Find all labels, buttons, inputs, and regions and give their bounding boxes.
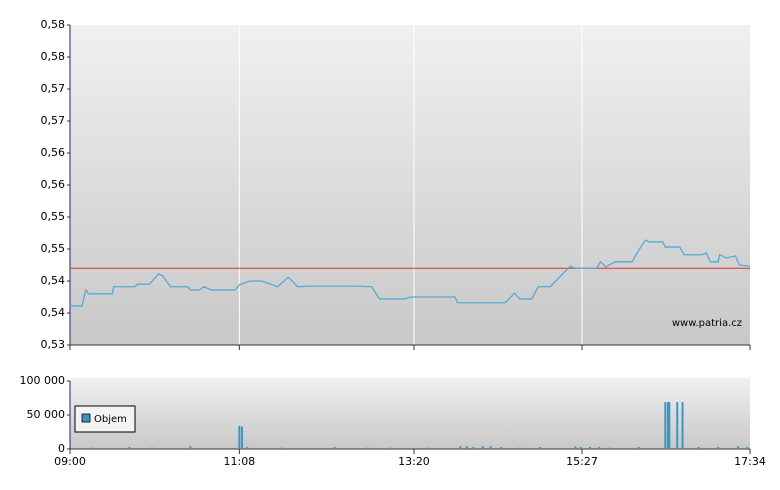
volume-bar <box>128 446 131 449</box>
y-tick-label: 0,56 <box>41 146 66 159</box>
volume-bar <box>389 447 392 449</box>
volume-bar <box>737 446 740 449</box>
volume-bar <box>500 446 503 449</box>
volume-bar <box>579 446 582 449</box>
y-tick-label: 0,53 <box>41 338 66 351</box>
y-tick-label: 0,58 <box>41 18 66 31</box>
volume-bar <box>333 446 336 449</box>
volume-bar <box>664 402 667 449</box>
volume-bar <box>697 446 700 449</box>
watermark: www.patria.cz <box>672 318 742 329</box>
y-tick-label: 0,57 <box>41 82 66 95</box>
volume-bar <box>666 402 669 449</box>
volume-bar <box>668 402 671 449</box>
volume-bar <box>717 446 720 449</box>
y-tick-label: 0,55 <box>41 210 66 223</box>
price-plot-area <box>70 25 750 345</box>
volume-bar <box>538 446 541 449</box>
y-tick-label: 0,57 <box>41 114 66 127</box>
volume-bar <box>481 446 484 449</box>
x-tick-label: 09:00 <box>54 455 86 468</box>
volume-bar <box>598 446 601 449</box>
legend-label: Objem <box>94 414 127 425</box>
x-tick-label: 15:27 <box>566 455 598 468</box>
volume-bar <box>459 446 462 449</box>
price-line <box>70 239 751 307</box>
volume-bar <box>676 402 679 449</box>
volume-bar <box>151 447 154 449</box>
volume-bar <box>189 446 192 449</box>
volume-bar <box>238 425 241 449</box>
volume-bar <box>574 446 577 449</box>
volume-bar <box>588 446 591 449</box>
volume-bar <box>426 447 429 449</box>
y-tick-label: 0,58 <box>41 50 66 63</box>
volume-bar <box>746 446 749 449</box>
volume-bar <box>366 447 369 449</box>
y-tick-label: 0,56 <box>41 178 66 191</box>
y-tick-label: 0,54 <box>41 274 66 287</box>
x-tick-label: 17:34 <box>734 455 766 468</box>
volume-bar <box>637 446 640 449</box>
volume-bar <box>518 447 521 449</box>
volume-bar <box>608 447 611 449</box>
volume-bar <box>90 447 93 449</box>
volume-bar <box>246 446 249 449</box>
x-tick-label: 11:08 <box>223 455 255 468</box>
y-tick-label: 100 000 <box>20 374 66 387</box>
y-tick-label: 50 000 <box>27 408 66 421</box>
x-tick-label: 13:20 <box>398 455 430 468</box>
y-tick-label: 0,54 <box>41 306 66 319</box>
volume-plot-area <box>70 378 750 449</box>
volume-bar <box>280 447 283 449</box>
y-tick-label: 0,55 <box>41 242 66 255</box>
volume-bar <box>681 402 684 449</box>
y-tick-label: 0 <box>58 442 65 455</box>
volume-bar <box>472 446 475 449</box>
volume-bar <box>465 446 468 449</box>
volume-bar <box>240 426 243 449</box>
legend-swatch <box>81 413 91 423</box>
volume-bar <box>489 446 492 449</box>
